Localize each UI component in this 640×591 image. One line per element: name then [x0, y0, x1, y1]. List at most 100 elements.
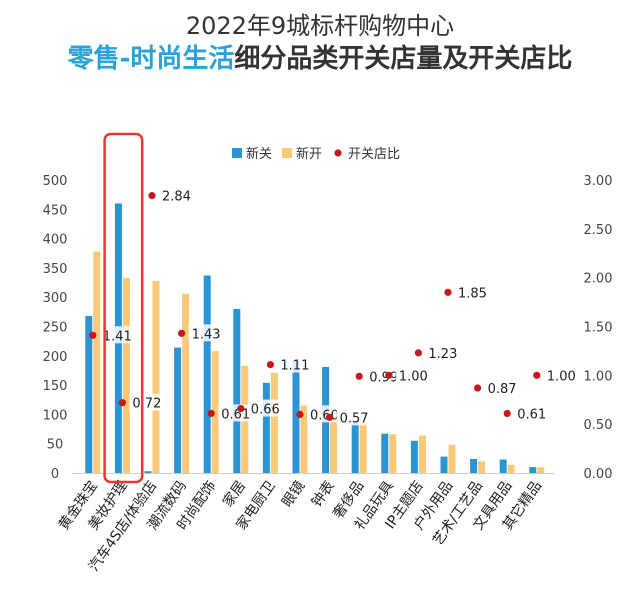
ratio-label: 0.99: [369, 370, 398, 385]
ratio-label-bg: [129, 393, 164, 411]
ratio-label: 0.66: [251, 403, 280, 418]
ratio-label: 1.11: [280, 359, 309, 374]
bar-opened: [478, 461, 486, 473]
left-axis-tick: 400: [43, 233, 68, 248]
ratio-label: 0.61: [221, 407, 250, 422]
bar-opened: [389, 434, 397, 473]
left-axis-tick: 250: [43, 321, 68, 336]
ratio-point: [266, 360, 274, 369]
x-axis-tick: 眼镜: [279, 478, 308, 510]
chart-subtitle: 零售-时尚生活细分品类开关店量及开关店比: [0, 38, 640, 75]
subtitle-rest: 细分品类开关店量及开关店比: [234, 44, 573, 74]
ratio-point: [89, 331, 97, 339]
legend-swatch-opened: [282, 148, 292, 158]
bar-closed: [499, 459, 507, 473]
ratio-label-bg: [159, 186, 193, 204]
ratio-point: [326, 413, 334, 421]
left-axis-tick: 500: [43, 174, 68, 189]
ratio-point: [148, 192, 156, 200]
bar-closed: [203, 275, 211, 473]
bar-closed: [262, 382, 270, 473]
ratio-point: [444, 288, 452, 296]
ratio-label: 2.84: [162, 190, 191, 205]
bar-opened: [418, 435, 426, 473]
bar-opened: [359, 421, 367, 473]
left-axis-tick: 200: [43, 350, 68, 365]
bar-opened: [330, 412, 338, 473]
ratio-label-bg: [425, 343, 460, 361]
bar-closed: [440, 456, 448, 473]
right-axis-tick: 2.00: [584, 272, 613, 287]
ratio-label: 0.72: [132, 397, 161, 412]
bar-opened: [122, 277, 130, 473]
bar-opened: [300, 405, 308, 473]
legend-swatch-ratio: [334, 149, 342, 157]
bar-closed: [144, 471, 152, 473]
bar-closed: [470, 458, 478, 473]
ratio-label: 1.00: [547, 369, 576, 384]
left-axis-tick: 350: [43, 262, 68, 277]
ratio-point: [533, 371, 541, 379]
ratio-point: [296, 410, 304, 418]
bar-opened: [93, 251, 101, 473]
ratio-point: [355, 372, 363, 380]
ratio-point: [178, 329, 186, 337]
left-axis-tick: 450: [43, 203, 68, 218]
left-axis-tick: 50: [47, 438, 64, 453]
bar-closed: [529, 467, 537, 473]
legend-label-opened: 新开: [296, 146, 322, 162]
ratio-label: 1.41: [103, 329, 132, 344]
left-axis-tick: 0: [51, 467, 59, 482]
ratio-label: 0.87: [488, 382, 517, 397]
left-axis-tick: 300: [43, 291, 68, 306]
ratio-label: 1.85: [458, 286, 487, 301]
ratio-point: [474, 384, 482, 392]
legend-swatch-closed: [232, 148, 242, 158]
right-axis-tick: 0.00: [584, 467, 613, 482]
left-axis-tick: 100: [43, 408, 68, 423]
ratio-point: [414, 349, 422, 357]
bar-opened: [270, 372, 278, 473]
ratio-label-bg: [543, 366, 578, 384]
ratio-label-bg: [484, 379, 519, 397]
ratio-label: 1.43: [192, 327, 221, 342]
ratio-label-bg: [188, 324, 223, 342]
subtitle-highlight: 零售-时尚生活: [67, 44, 235, 74]
ratio-label: 1.00: [399, 369, 428, 384]
highlight-box: [103, 132, 144, 484]
bar-opened: [448, 444, 456, 473]
bar-opened: [182, 293, 190, 473]
bar-closed: [381, 433, 389, 473]
ratio-point: [118, 399, 126, 407]
x-axis-tick: 家居: [219, 478, 249, 511]
ratio-label: 0.57: [340, 411, 369, 426]
bar-closed: [85, 315, 93, 473]
ratio-point: [503, 409, 511, 418]
x-axis-tick: 钟表: [308, 478, 338, 511]
bar-closed: [292, 359, 300, 473]
ratio-label-bg: [247, 399, 282, 417]
bar-opened: [507, 464, 515, 473]
ratio-point: [237, 404, 245, 413]
right-axis-tick: 2.50: [584, 223, 613, 238]
right-axis-tick: 0.50: [584, 418, 613, 433]
bar-opened: [152, 280, 160, 473]
bar-closed: [174, 347, 182, 473]
ratio-label-bg: [366, 367, 401, 385]
ratio-label-bg: [277, 355, 312, 373]
ratio-label-bg: [514, 404, 549, 422]
legend-label-ratio: 开关店比: [348, 147, 400, 162]
chart-title: 2022年9城标杆购物中心: [185, 12, 455, 40]
ratio-point: [207, 409, 215, 418]
legend-label-closed: 新关: [246, 146, 272, 162]
ratio-point: [385, 371, 393, 379]
ratio-label: 0.60: [310, 408, 339, 423]
right-axis-tick: 1.50: [584, 321, 613, 336]
left-axis-tick: 150: [43, 379, 68, 394]
ratio-label-bg: [99, 326, 134, 344]
ratio-label-bg: [395, 366, 430, 384]
bar-opened: [211, 351, 219, 473]
right-axis-tick: 3.00: [584, 174, 613, 189]
bar-closed: [410, 440, 418, 473]
